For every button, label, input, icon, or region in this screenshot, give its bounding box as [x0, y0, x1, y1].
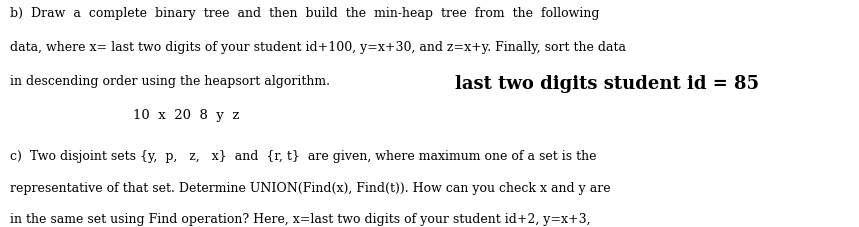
Text: in descending order using the heapsort algorithm.: in descending order using the heapsort a…	[10, 75, 331, 88]
Text: 10  x  20  8  y  z: 10 x 20 8 y z	[133, 109, 240, 122]
Text: representative of that set. Determine UNION(Find(x), Find(t)). How can you check: representative of that set. Determine UN…	[10, 182, 611, 195]
Text: data, where x= last two digits of your student id+100, y=x+30, and z=x+y. Finall: data, where x= last two digits of your s…	[10, 41, 626, 54]
Text: in the same set using Find operation? Here, x=last two digits of your student id: in the same set using Find operation? He…	[10, 213, 591, 226]
Text: b)  Draw  a  complete  binary  tree  and  then  build  the  min-heap  tree  from: b) Draw a complete binary tree and then …	[10, 7, 600, 20]
Text: last two digits student id = 85: last two digits student id = 85	[455, 75, 759, 93]
Text: c)  Two disjoint sets {y,  p,   z,   x}  and  {r, t}  are given, where maximum o: c) Two disjoint sets {y, p, z, x} and {r…	[10, 150, 597, 163]
